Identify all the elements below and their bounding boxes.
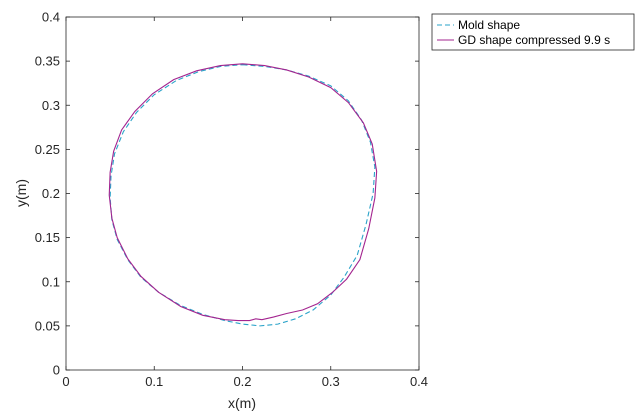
y-axis-label: y(m): [13, 179, 29, 207]
y-tick-label: 0.3: [42, 98, 60, 113]
y-tick-label: 0.2: [42, 186, 60, 201]
series-line-2: [108, 63, 378, 322]
ticks-layer: 0 0.1 0.2 0.3 0.4 0 0.05 0.1 0.15 0.2 0.25 0.3 0.35 0…: [35, 10, 428, 390]
y-tick-label: 0.05: [35, 318, 60, 333]
legend-label-1: Mold shape: [458, 18, 520, 32]
x-tick-label: 0: [62, 374, 69, 389]
plot-area-background: [66, 17, 419, 370]
x-axis-label: x(m): [228, 395, 256, 411]
x-tick-label: 0.1: [145, 374, 163, 389]
y-tick-label: 0.4: [42, 10, 60, 25]
series-layer: [108, 63, 378, 327]
x-tick-label: 0.3: [322, 374, 340, 389]
y-tick-label: 0.35: [35, 54, 60, 69]
y-tick-label: 0.15: [35, 230, 60, 245]
x-tick-label: 0.4: [410, 374, 428, 389]
y-tick-label: 0.25: [35, 142, 60, 157]
y-tick-label: 0: [53, 363, 60, 378]
y-tick-label: 0.1: [42, 274, 60, 289]
x-tick-label: 0.2: [233, 374, 251, 389]
legend-label-2: GD shape compressed 9.9 s: [458, 33, 610, 47]
legend-box: [431, 13, 635, 51]
